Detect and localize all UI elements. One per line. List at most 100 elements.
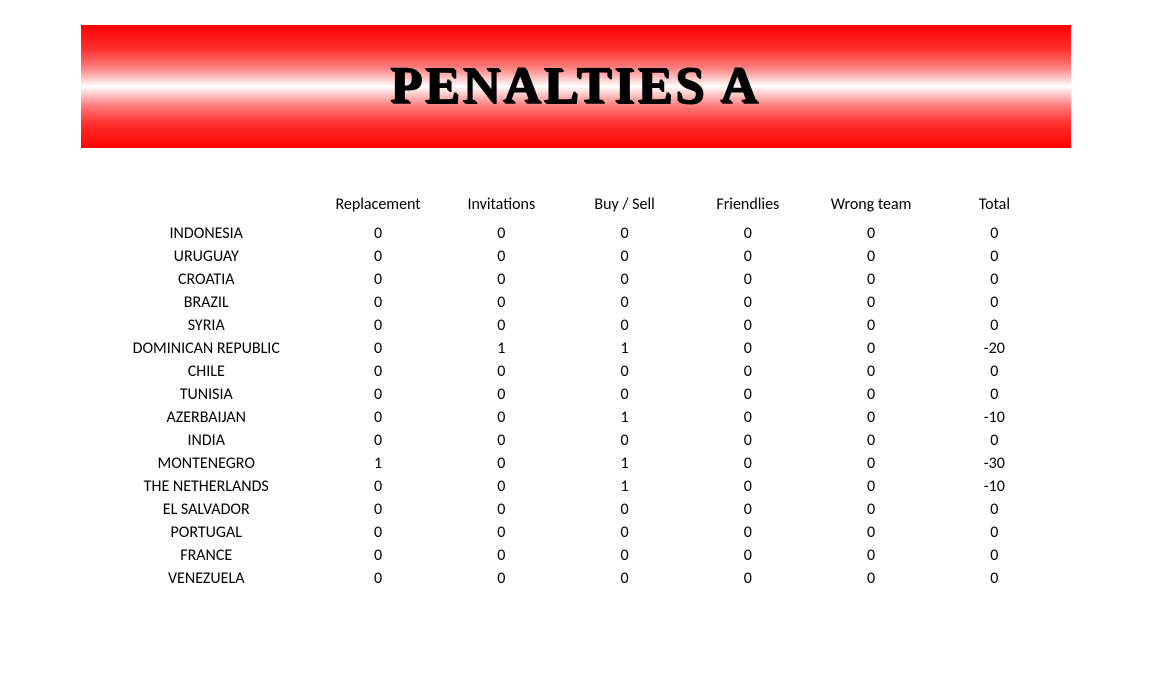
value-cell: 0 [809, 452, 932, 475]
value-cell: 0 [316, 291, 439, 314]
value-cell: 0 [316, 521, 439, 544]
value-cell: 0 [933, 222, 1056, 245]
table-row: INDIA000000 [96, 429, 1056, 452]
value-cell: 0 [809, 383, 932, 406]
value-cell: 0 [809, 245, 932, 268]
value-cell: 0 [933, 544, 1056, 567]
value-cell: 1 [440, 337, 563, 360]
value-cell: 0 [933, 521, 1056, 544]
header-friendlies: Friendlies [686, 193, 809, 222]
value-cell: 0 [686, 291, 809, 314]
value-cell: 0 [933, 245, 1056, 268]
country-cell: INDIA [96, 429, 316, 452]
country-cell: THE NETHERLANDS [96, 475, 316, 498]
value-cell: 0 [440, 222, 563, 245]
value-cell: -10 [933, 475, 1056, 498]
value-cell: 0 [933, 268, 1056, 291]
value-cell: 0 [563, 360, 686, 383]
table-header-row: Replacement Invitations Buy / Sell Frien… [96, 193, 1056, 222]
value-cell: 0 [809, 314, 932, 337]
penalties-table: Replacement Invitations Buy / Sell Frien… [96, 193, 1056, 590]
value-cell: 0 [809, 429, 932, 452]
value-cell: 0 [563, 245, 686, 268]
country-cell: CHILE [96, 360, 316, 383]
value-cell: 0 [563, 429, 686, 452]
value-cell: 0 [686, 337, 809, 360]
value-cell: 0 [686, 475, 809, 498]
country-cell: BRAZIL [96, 291, 316, 314]
value-cell: 0 [809, 291, 932, 314]
table-row: VENEZUELA000000 [96, 567, 1056, 590]
header-blank [96, 193, 316, 222]
country-cell: URUGUAY [96, 245, 316, 268]
value-cell: 0 [316, 268, 439, 291]
value-cell: 0 [686, 452, 809, 475]
country-cell: MONTENEGRO [96, 452, 316, 475]
value-cell: 0 [686, 222, 809, 245]
country-cell: SYRIA [96, 314, 316, 337]
country-cell: CROATIA [96, 268, 316, 291]
table-row: TUNISIA000000 [96, 383, 1056, 406]
value-cell: 0 [316, 544, 439, 567]
value-cell: 0 [440, 452, 563, 475]
value-cell: 0 [809, 337, 932, 360]
value-cell: 0 [809, 268, 932, 291]
country-cell: VENEZUELA [96, 567, 316, 590]
value-cell: 0 [563, 222, 686, 245]
country-cell: AZERBAIJAN [96, 406, 316, 429]
penalties-table-container: Replacement Invitations Buy / Sell Frien… [96, 193, 1056, 590]
country-cell: INDONESIA [96, 222, 316, 245]
table-row: FRANCE000000 [96, 544, 1056, 567]
value-cell: 0 [933, 360, 1056, 383]
value-cell: 0 [440, 567, 563, 590]
table-row: URUGUAY000000 [96, 245, 1056, 268]
value-cell: 0 [933, 429, 1056, 452]
value-cell: 0 [563, 291, 686, 314]
country-cell: DOMINICAN REPUBLIC [96, 337, 316, 360]
value-cell: 0 [563, 383, 686, 406]
value-cell: 0 [316, 314, 439, 337]
value-cell: 0 [686, 567, 809, 590]
value-cell: 0 [686, 268, 809, 291]
value-cell: 0 [440, 521, 563, 544]
value-cell: 1 [563, 337, 686, 360]
value-cell: 0 [809, 406, 932, 429]
value-cell: 0 [933, 498, 1056, 521]
value-cell: 0 [809, 567, 932, 590]
value-cell: 0 [809, 498, 932, 521]
value-cell: 0 [316, 498, 439, 521]
value-cell: 0 [686, 406, 809, 429]
value-cell: 0 [686, 360, 809, 383]
value-cell: 0 [440, 245, 563, 268]
value-cell: -20 [933, 337, 1056, 360]
value-cell: 1 [563, 452, 686, 475]
value-cell: 0 [686, 429, 809, 452]
country-cell: FRANCE [96, 544, 316, 567]
value-cell: 1 [563, 475, 686, 498]
header-total: Total [933, 193, 1056, 222]
value-cell: 0 [563, 314, 686, 337]
value-cell: -10 [933, 406, 1056, 429]
value-cell: 0 [686, 498, 809, 521]
value-cell: 0 [440, 475, 563, 498]
table-row: AZERBAIJAN00100-10 [96, 406, 1056, 429]
value-cell: 0 [686, 544, 809, 567]
value-cell: 0 [686, 383, 809, 406]
value-cell: 0 [809, 475, 932, 498]
table-row: CROATIA000000 [96, 268, 1056, 291]
page-title: PENALTIES A [391, 57, 762, 116]
table-row: EL SALVADOR000000 [96, 498, 1056, 521]
value-cell: 0 [316, 567, 439, 590]
value-cell: 0 [686, 521, 809, 544]
value-cell: 0 [440, 383, 563, 406]
value-cell: 0 [316, 337, 439, 360]
value-cell: 0 [809, 521, 932, 544]
value-cell: 0 [440, 291, 563, 314]
table-row: THE NETHERLANDS00100-10 [96, 475, 1056, 498]
header-buy-sell: Buy / Sell [563, 193, 686, 222]
value-cell: 0 [563, 544, 686, 567]
value-cell: 0 [809, 222, 932, 245]
title-banner: PENALTIES A [81, 25, 1071, 148]
header-invitations: Invitations [440, 193, 563, 222]
value-cell: 0 [316, 245, 439, 268]
